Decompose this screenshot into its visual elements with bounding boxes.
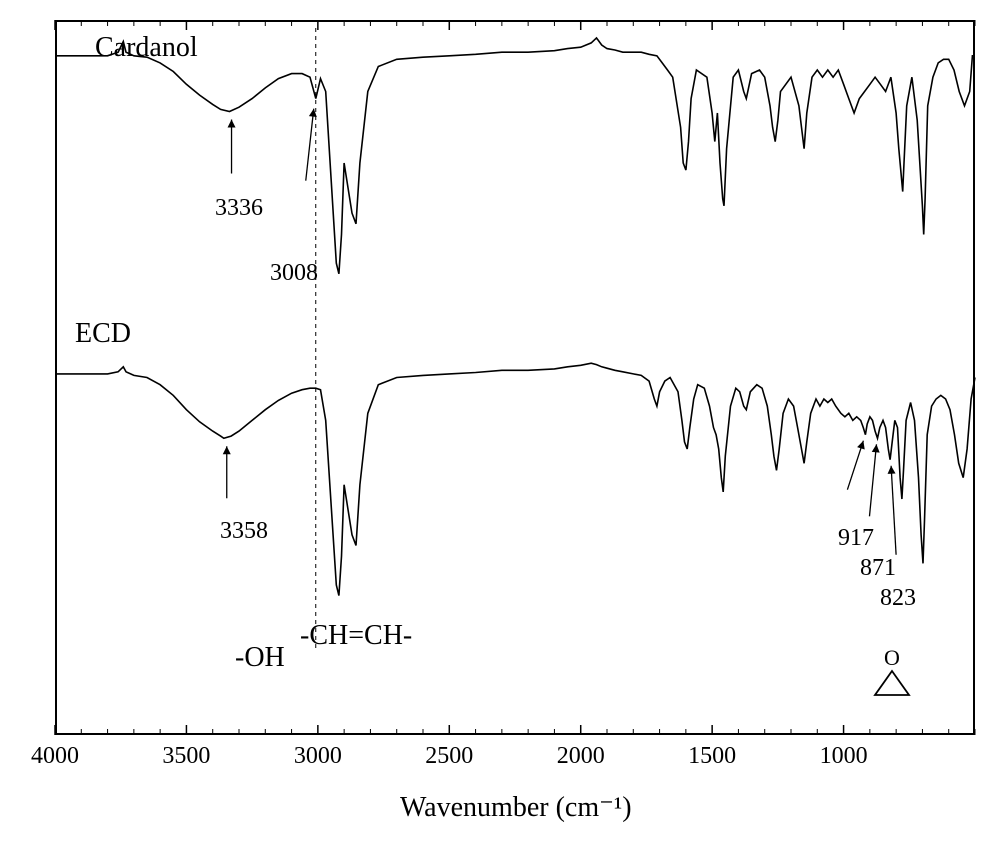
peak-3008-text: 3008 [270,260,318,287]
peak-917-text: 917 [838,525,874,552]
x-axis-label: Wavenumber (cm⁻¹) [400,790,632,824]
peak-3336-text: 3336 [215,195,263,222]
x-tick-3000: 3000 [294,743,342,770]
series-label-ecd: ECD [75,318,131,350]
x-tick-1500: 1500 [688,743,736,770]
series-label-cardanol: Cardanol [95,32,198,64]
peak-871-text: 871 [860,555,896,582]
x-tick-4000: 4000 [31,743,79,770]
x-tick-2500: 2500 [425,743,473,770]
x-tick-3500: 3500 [162,743,210,770]
epoxide-o-label: O [884,645,900,671]
label-chch: -CH=CH- [300,620,412,652]
peak-823-text: 823 [880,585,916,612]
label-oh: -OH [235,642,285,674]
peak-3358-text: 3358 [220,518,268,545]
plot-svg [0,0,1000,850]
x-tick-1000: 1000 [820,743,868,770]
x-tick-2000: 2000 [557,743,605,770]
